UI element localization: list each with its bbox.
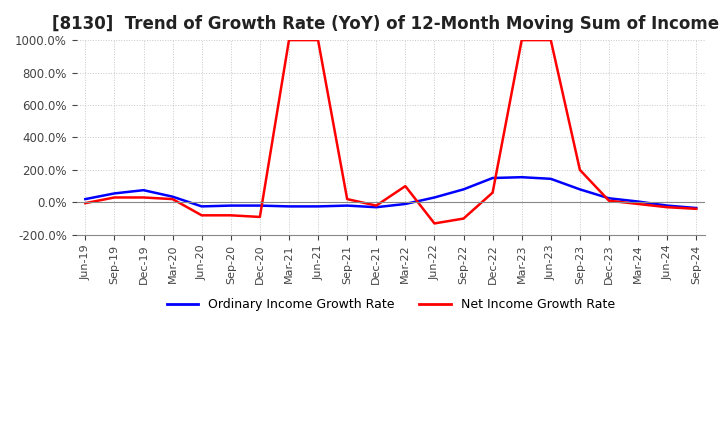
Ordinary Income Growth Rate xyxy=(459,187,468,192)
Ordinary Income Growth Rate xyxy=(284,204,293,209)
Net Income Growth Rate xyxy=(372,203,381,208)
Net Income Growth Rate xyxy=(110,195,119,200)
Net Income Growth Rate xyxy=(663,205,672,210)
Net Income Growth Rate xyxy=(284,37,293,43)
Ordinary Income Growth Rate xyxy=(314,204,323,209)
Net Income Growth Rate xyxy=(634,202,642,207)
Line: Net Income Growth Rate: Net Income Growth Rate xyxy=(86,40,696,224)
Ordinary Income Growth Rate xyxy=(430,195,438,200)
Net Income Growth Rate xyxy=(227,213,235,218)
Ordinary Income Growth Rate xyxy=(546,176,555,181)
Net Income Growth Rate xyxy=(605,198,613,203)
Net Income Growth Rate xyxy=(546,37,555,43)
Ordinary Income Growth Rate xyxy=(168,194,177,199)
Ordinary Income Growth Rate xyxy=(343,203,351,208)
Ordinary Income Growth Rate xyxy=(634,199,642,204)
Net Income Growth Rate xyxy=(314,37,323,43)
Ordinary Income Growth Rate xyxy=(692,205,701,211)
Ordinary Income Growth Rate xyxy=(139,187,148,193)
Net Income Growth Rate xyxy=(401,183,410,189)
Ordinary Income Growth Rate xyxy=(256,203,264,208)
Net Income Growth Rate xyxy=(168,196,177,202)
Net Income Growth Rate xyxy=(343,196,351,202)
Net Income Growth Rate xyxy=(692,206,701,212)
Ordinary Income Growth Rate xyxy=(663,203,672,208)
Ordinary Income Growth Rate xyxy=(197,204,206,209)
Ordinary Income Growth Rate xyxy=(81,196,90,202)
Net Income Growth Rate xyxy=(197,213,206,218)
Ordinary Income Growth Rate xyxy=(227,203,235,208)
Net Income Growth Rate xyxy=(518,37,526,43)
Title: [8130]  Trend of Growth Rate (YoY) of 12-Month Moving Sum of Incomes: [8130] Trend of Growth Rate (YoY) of 12-… xyxy=(53,15,720,33)
Ordinary Income Growth Rate xyxy=(518,175,526,180)
Ordinary Income Growth Rate xyxy=(575,187,584,192)
Ordinary Income Growth Rate xyxy=(401,202,410,207)
Ordinary Income Growth Rate xyxy=(605,196,613,201)
Net Income Growth Rate xyxy=(575,167,584,172)
Net Income Growth Rate xyxy=(256,214,264,220)
Legend: Ordinary Income Growth Rate, Net Income Growth Rate: Ordinary Income Growth Rate, Net Income … xyxy=(162,293,620,316)
Net Income Growth Rate xyxy=(81,201,90,206)
Net Income Growth Rate xyxy=(459,216,468,221)
Ordinary Income Growth Rate xyxy=(488,176,497,181)
Ordinary Income Growth Rate xyxy=(110,191,119,196)
Net Income Growth Rate xyxy=(139,195,148,200)
Net Income Growth Rate xyxy=(430,221,438,226)
Line: Ordinary Income Growth Rate: Ordinary Income Growth Rate xyxy=(86,177,696,208)
Net Income Growth Rate xyxy=(488,190,497,195)
Ordinary Income Growth Rate xyxy=(372,205,381,210)
